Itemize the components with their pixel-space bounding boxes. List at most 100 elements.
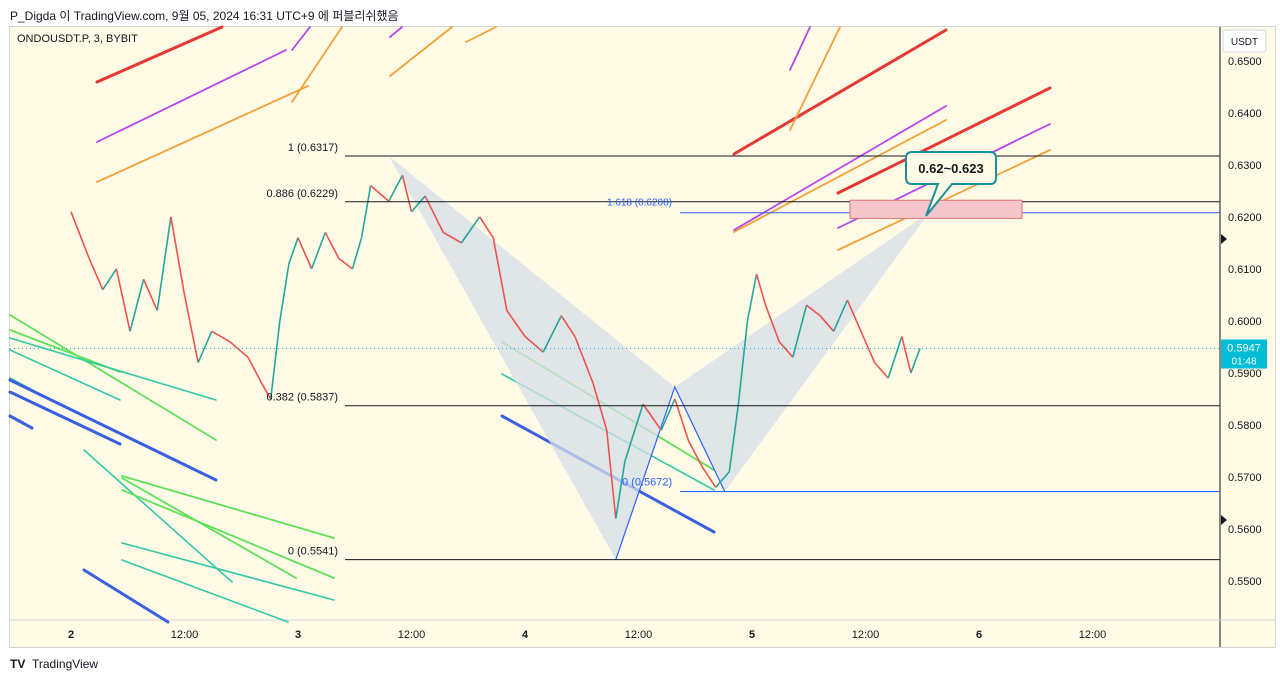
price-segment	[297, 237, 313, 270]
trend-line-red[interactable]	[836, 86, 1052, 195]
trend-line-orange[interactable]	[96, 85, 309, 183]
trend-line-green[interactable]	[121, 475, 335, 539]
target-callout-text: 0.62~0.623	[918, 161, 983, 176]
trend-line-orange[interactable]	[733, 119, 947, 233]
price-segment	[288, 237, 299, 264]
time-tick-label: 2	[68, 629, 74, 641]
trend-line-teal[interactable]	[121, 542, 335, 601]
price-segment	[624, 403, 644, 462]
last-price-value: 0.5947	[1227, 342, 1261, 354]
trend-line-orange[interactable]	[465, 26, 497, 43]
price-tick-label: 0.6300	[1228, 160, 1262, 172]
price-segment	[410, 195, 426, 213]
trend-line-green[interactable]	[121, 477, 297, 579]
price-segment	[506, 310, 526, 337]
price-segment	[492, 237, 508, 311]
trend-line-orange[interactable]	[389, 26, 453, 77]
support-level-label: 0 (0.5672)	[622, 477, 672, 489]
price-segment	[660, 398, 676, 431]
price-segment	[156, 216, 172, 311]
trend-line-purple[interactable]	[291, 26, 311, 51]
price-tick-label: 0.6200	[1228, 212, 1262, 224]
trend-line-purple[interactable]	[389, 26, 403, 38]
price-segment	[401, 175, 413, 212]
tradingview-logo-icon: TV	[10, 657, 26, 671]
price-segment	[642, 403, 662, 431]
fib-level-label: 0.382 (0.5837)	[266, 392, 338, 404]
price-segment	[542, 315, 563, 353]
trend-line-teal[interactable]	[83, 449, 233, 583]
trend-line-teal[interactable]	[9, 349, 121, 401]
price-segment	[197, 330, 213, 363]
price-segment	[701, 466, 717, 488]
price-segment	[279, 263, 290, 322]
price-segment	[819, 315, 835, 332]
price-segment	[592, 383, 608, 431]
currency-box[interactable]	[1222, 29, 1267, 53]
trend-line-orange[interactable]	[291, 26, 343, 103]
trend-line-purple[interactable]	[789, 26, 811, 71]
price-segment	[247, 356, 263, 384]
price-segment	[351, 237, 363, 270]
price-segment	[338, 257, 353, 270]
trend-line-teal[interactable]	[9, 337, 217, 401]
trend-line-blue[interactable]	[8, 378, 218, 482]
price-tick-label: 0.6400	[1228, 108, 1262, 120]
price-countdown: 01:48	[1231, 356, 1256, 367]
trend-line-orange[interactable]	[789, 26, 841, 131]
price-segment	[142, 278, 158, 311]
price-segment	[370, 185, 390, 202]
price-tick-label: 0.5600	[1228, 524, 1262, 536]
trend-line-green[interactable]	[9, 314, 217, 441]
time-tick-label: 12:00	[625, 629, 653, 641]
harmonic-abc-leg[interactable]	[615, 385, 726, 560]
price-segment	[360, 185, 372, 238]
trend-line-red[interactable]	[95, 25, 224, 84]
trend-line-green[interactable]	[121, 489, 335, 579]
price-segment	[102, 268, 118, 291]
trend-line-teal[interactable]	[121, 559, 289, 623]
trend-line-purple[interactable]	[733, 105, 947, 231]
price-segment	[269, 320, 281, 400]
harmonic-xab-triangle[interactable]	[388, 156, 675, 560]
price-segment	[887, 336, 903, 379]
time-tick-label: 12:00	[852, 629, 880, 641]
publish-caption-bar: P_Digda 이 TradingView.com, 9월 05, 2024 1…	[0, 0, 1280, 26]
price-segment	[574, 336, 594, 384]
price-segment	[88, 258, 104, 291]
time-tick-label: 5	[749, 629, 755, 641]
trend-line-blue[interactable]	[8, 390, 122, 446]
harmonic-bcd-triangle[interactable]	[674, 212, 930, 492]
fib-level-label: 1 (0.6317)	[288, 142, 338, 154]
price-segment	[737, 320, 749, 405]
price-segment	[605, 430, 617, 519]
price-segment	[715, 471, 730, 488]
trend-line-blue[interactable]	[8, 414, 34, 430]
price-segment	[211, 330, 231, 343]
trend-line-red[interactable]	[732, 28, 948, 156]
price-segment	[846, 299, 862, 332]
trend-line-blue[interactable]	[82, 568, 170, 624]
price-marker-arrow-icon	[1221, 234, 1227, 244]
price-tick-label: 0.6000	[1228, 316, 1262, 328]
symbol-label: ONDOUSDT.P, 3, BYBIT	[17, 33, 138, 45]
fib-level-label: 0.886 (0.6229)	[266, 188, 338, 200]
time-tick-label: 12:00	[398, 629, 426, 641]
time-tick-label: 6	[976, 629, 982, 641]
price-segment	[792, 305, 808, 358]
price-segment	[910, 348, 921, 374]
price-segment	[442, 231, 462, 244]
price-segment	[901, 336, 912, 374]
price-segment	[229, 341, 249, 358]
price-segment	[129, 279, 145, 332]
footer-brand[interactable]: TradingView	[32, 657, 99, 671]
price-segment	[388, 174, 404, 202]
target-callout-bubble[interactable]	[905, 151, 997, 217]
last-price-badge	[1221, 339, 1267, 369]
price-segment	[260, 382, 272, 400]
price-tick-label: 0.6500	[1228, 56, 1262, 68]
time-tick-label: 12:00	[1079, 629, 1107, 641]
publish-caption: P_Digda 이 TradingView.com, 9월 05, 2024 1…	[10, 9, 399, 23]
trend-line-purple[interactable]	[96, 49, 287, 143]
